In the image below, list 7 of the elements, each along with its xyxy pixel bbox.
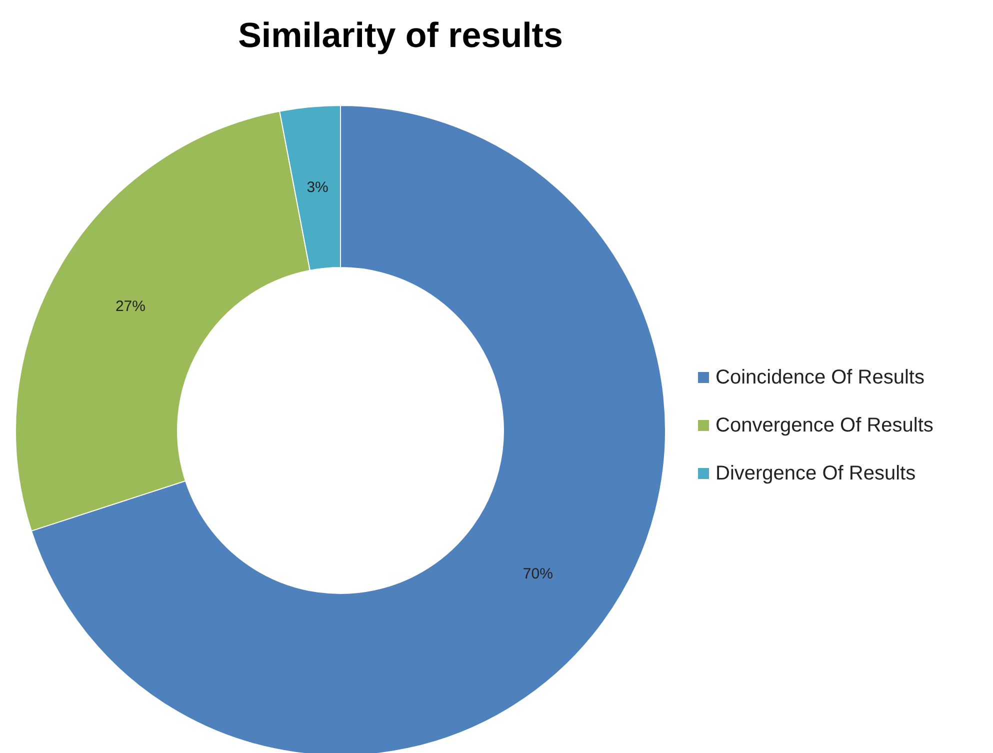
data-label: 27%: [115, 298, 146, 315]
legend-label: Convergence Of Results: [716, 414, 934, 436]
data-label: 3%: [306, 179, 328, 196]
legend-label: Divergence Of Results: [716, 462, 916, 484]
chart-title: Similarity of results: [238, 16, 563, 55]
data-label: 70%: [522, 565, 553, 582]
legend-label: Coincidence Of Results: [716, 366, 924, 388]
